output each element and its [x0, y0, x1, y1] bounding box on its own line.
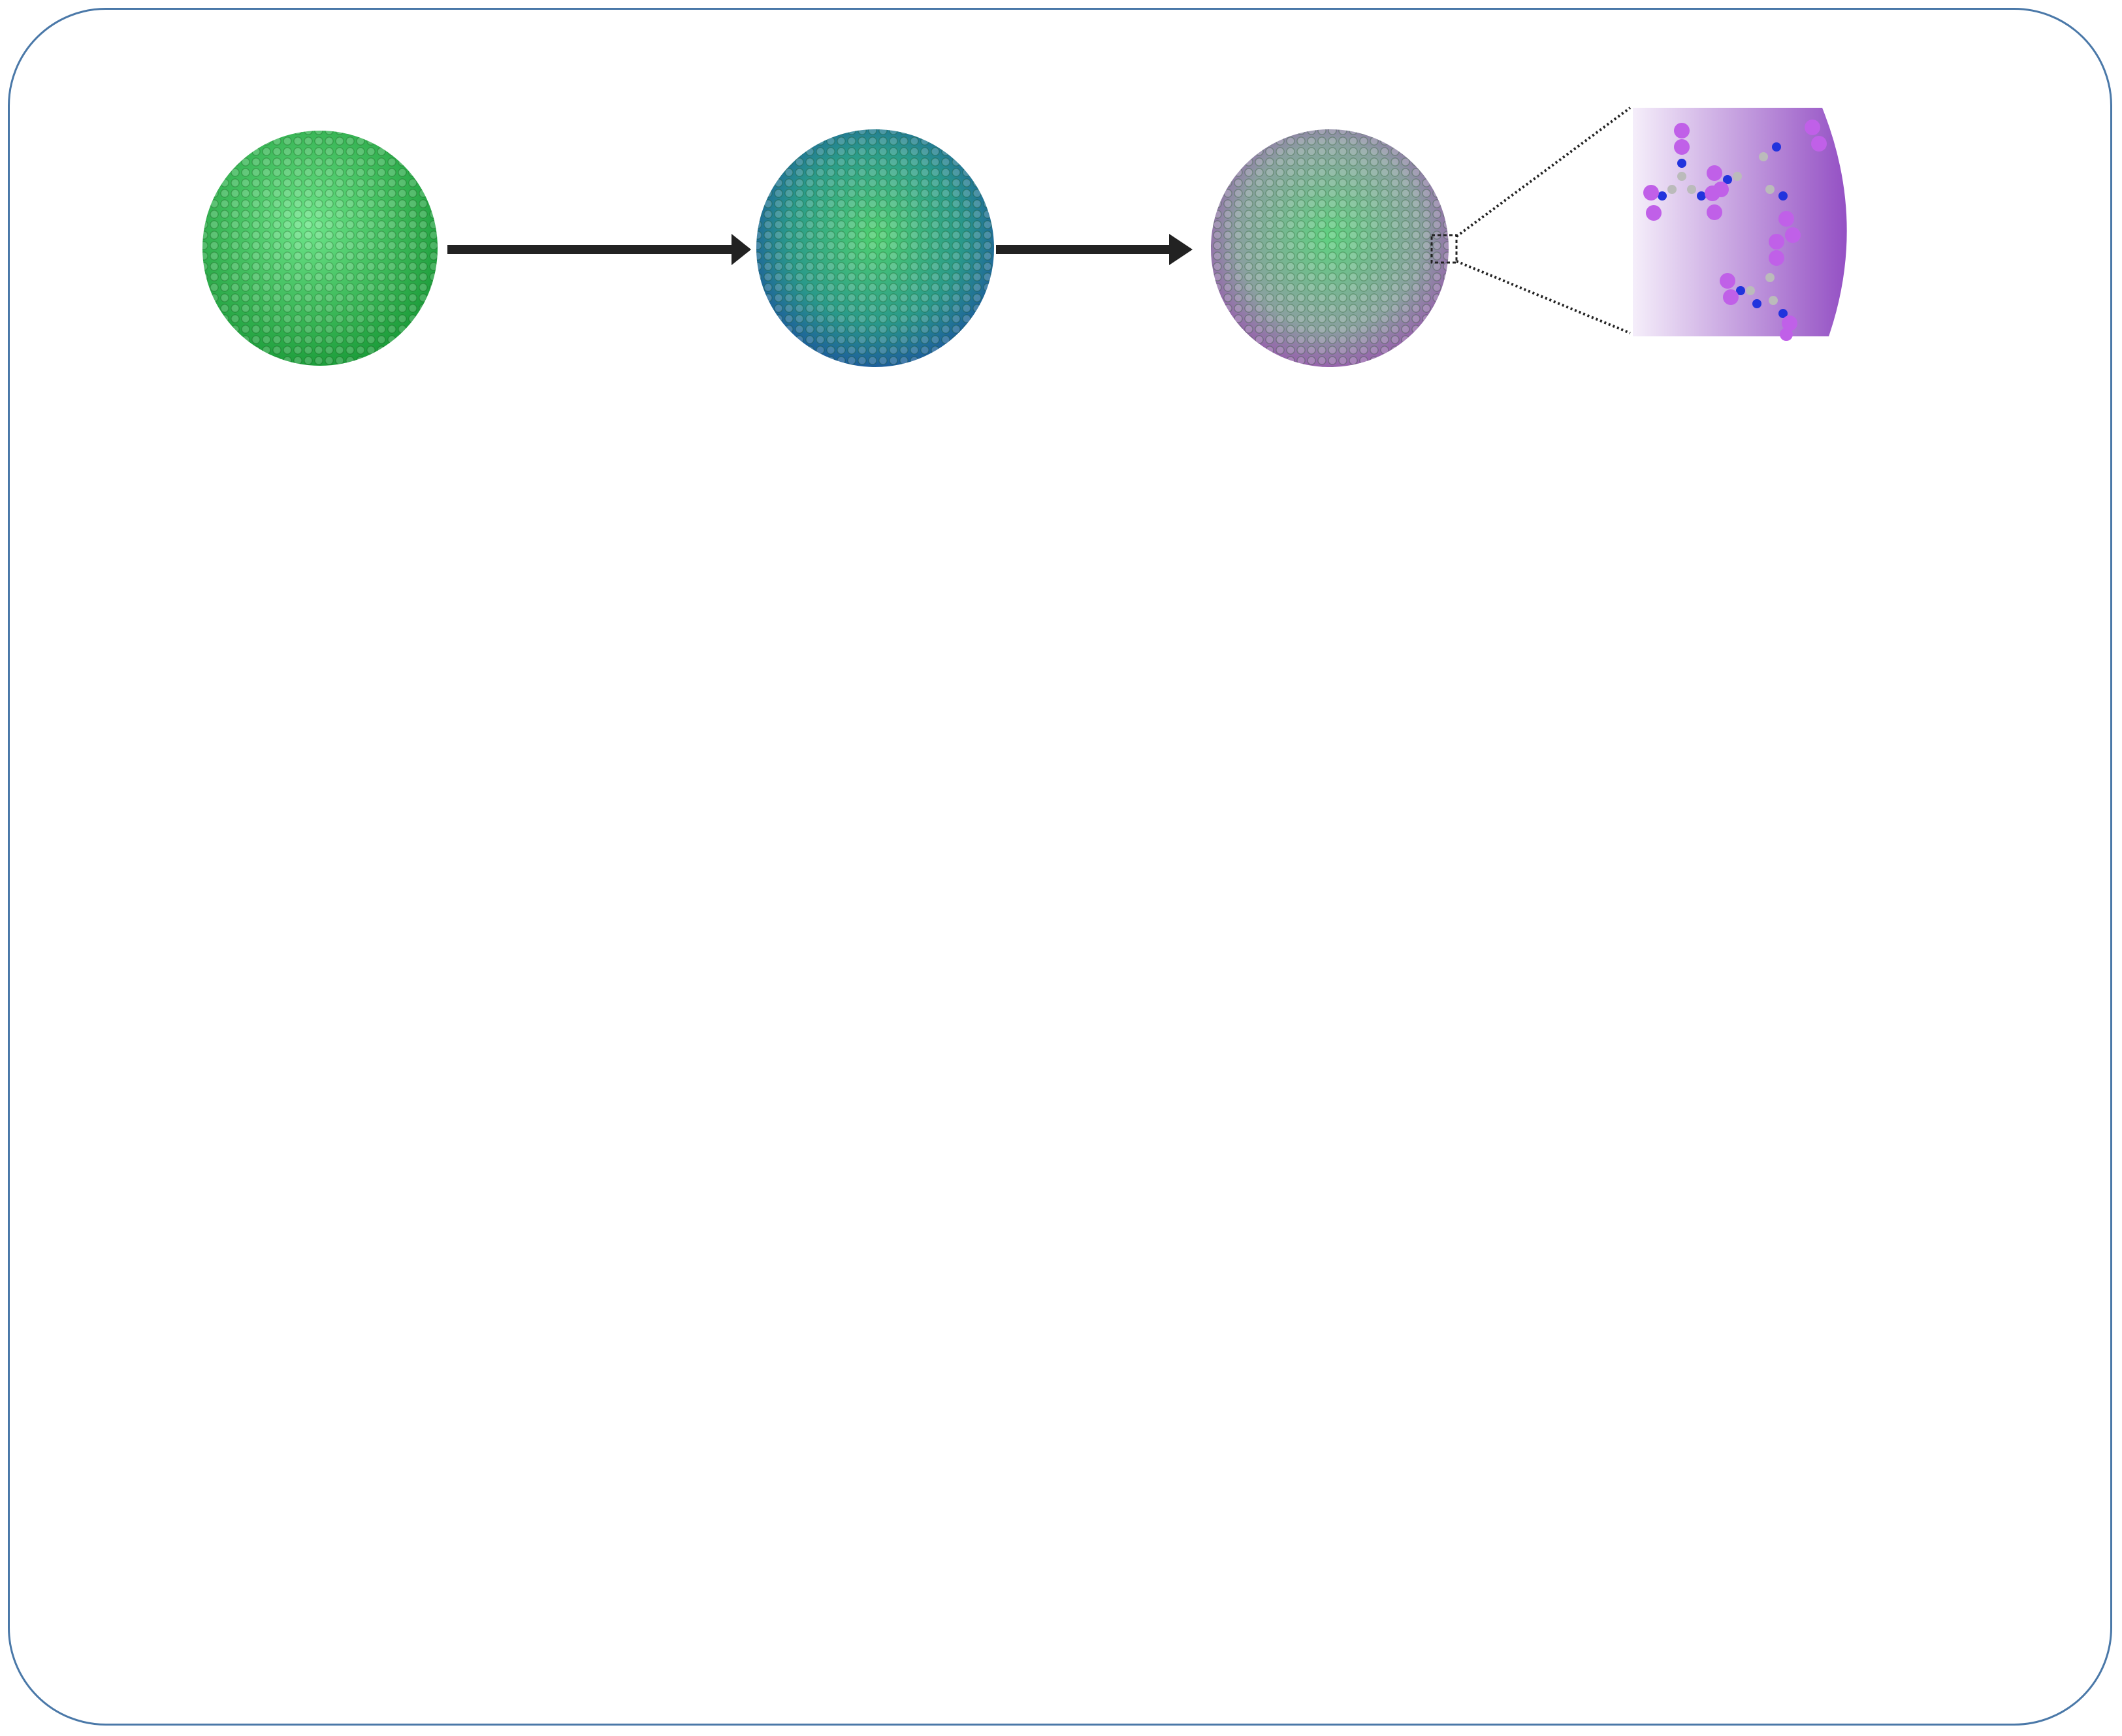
xps-panel-discharge-055: [457, 954, 927, 1306]
poster-frame: [8, 8, 2112, 1726]
inset-interface: [1633, 108, 1847, 336]
rate-capability-chart: [0, 431, 712, 927]
melamine-molecule-1: [1643, 123, 1722, 221]
scheme-diagram: [202, 106, 1847, 367]
xps-panel-charge-2v: [457, 1303, 927, 1656]
zoom-box: [1430, 234, 1458, 264]
full-cell-cycling-chart: [1404, 418, 2116, 927]
melamine-molecule-3: [1720, 234, 1797, 341]
arrow-1: [447, 234, 751, 265]
half-cell-cycling-chart: [705, 431, 1417, 927]
dems-ma-ge: [1339, 1303, 2122, 1669]
melamine-molecule-2: [1707, 120, 1827, 243]
arrow-2: [996, 234, 1193, 265]
xps-panel-electrolyte: [0, 954, 470, 1306]
xps-panel-discharge-001: [0, 1303, 470, 1656]
dems-bare-ge: [1339, 940, 2122, 1306]
